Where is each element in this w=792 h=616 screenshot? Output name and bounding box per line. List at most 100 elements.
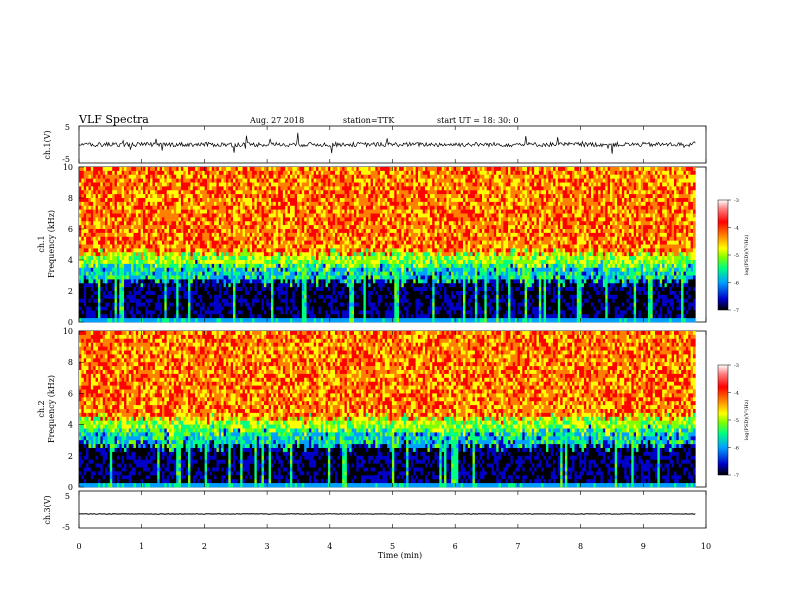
spectrogram-cell [214,252,217,257]
spectrogram-cell [249,186,253,191]
spectrogram-cell [105,174,108,179]
spectrogram-cell [225,283,229,288]
spectrogram-cell [358,186,362,191]
spectrogram-cell [164,178,168,183]
spectrogram-cell [192,174,196,179]
spectrogram-cell [221,190,224,195]
spectrogram-cell [304,306,307,311]
spectrogram-cell [169,170,172,176]
spectrogram-cell [197,275,201,280]
spectrogram-cell [225,271,229,276]
spectrogram-cell [173,236,177,241]
spectrogram-cell [204,287,208,292]
spectrogram-cell [225,306,229,311]
spectrogram-cell [121,198,125,203]
spectrogram-cell [180,256,184,261]
spectrogram-cell [256,217,260,222]
spectrogram-cell [138,232,141,238]
spectrogram-cell [306,306,310,311]
spectrogram-cell [275,248,279,253]
spectrogram-cell [204,201,208,207]
spectrogram-cell [221,201,224,207]
spectrogram-cell [178,260,182,265]
spectrogram-cell [143,260,146,265]
spectrogram-cell [171,236,175,241]
spectrogram-cell [327,213,331,218]
spectrogram-cell [349,232,352,238]
spectrogram-cell [280,267,284,272]
spectrogram-cell [197,298,201,303]
spectrogram-cell [119,287,122,292]
spectrogram-cell [152,244,156,249]
spectrogram-cell [150,275,153,280]
spectrogram-cell [237,306,241,311]
spectrogram-cell [292,201,296,207]
spectrogram-cell [133,302,137,307]
spectrogram-cell [100,221,103,226]
spectrogram-cell [361,229,364,234]
spectrogram-cell [183,291,186,296]
spectrogram-cell [365,232,369,238]
spectrogram-cell [365,263,369,269]
spectrogram-cell [88,252,92,257]
spectrogram-cell [242,198,246,203]
spectrogram-cell [188,198,191,203]
spectrogram-cell [285,221,288,226]
spectrogram-cell [171,221,175,226]
spectrogram-cell [306,314,310,319]
spectrogram-cell [83,283,87,288]
spectrogram-cell [135,182,139,187]
spectrogram-cell [176,244,179,249]
spectrogram-cell [150,318,153,323]
spectrogram-cell [159,310,163,315]
spectrogram-cell [145,205,149,210]
spectrogram-cell [209,167,213,172]
spectrogram-cell [330,201,333,207]
spectrogram-cell [285,174,288,179]
spectrogram-cell [323,287,326,292]
spectrogram-cell [202,271,205,276]
spectrogram-cell [124,217,127,222]
spectrogram-cell [325,302,329,307]
spectrogram-cell [311,198,314,203]
spectrogram-cell [327,186,331,191]
spectrogram-cell [252,244,255,249]
spectrogram-cell [171,298,175,303]
spectrogram-cell [332,198,336,203]
spectrogram-cell [301,275,305,280]
spectrogram-cell [313,287,317,292]
spectrogram-cell [285,271,288,276]
spectrogram-cell [337,267,341,272]
spectrogram-cell [202,217,205,222]
spectrogram-cell [202,314,205,319]
spectrogram-cell [188,318,191,323]
spectrogram-cell [342,201,345,207]
spectrogram-cell [79,209,82,214]
spectrogram-cell [135,217,139,222]
spectrogram-cell [337,205,341,210]
spectrogram-cell [114,205,118,210]
spectrogram-cell [133,291,137,296]
spectrogram-cell [330,275,333,280]
spectrogram-cell [304,260,307,265]
spectrogram-cell [278,178,281,183]
spectrogram-cell [323,174,326,179]
spectrogram-cell [292,205,296,210]
spectrogram-cell [83,167,87,172]
spectrogram-cell [207,178,210,183]
spectrogram-cell [190,306,194,311]
spectrogram-cell [97,167,101,172]
spectrogram-cell [271,178,274,183]
spectrogram-cell [346,291,350,296]
spectrogram-cell [351,287,355,292]
spectrogram-cell [223,240,227,245]
spectrogram-cell [299,263,303,269]
spectrogram-cell [81,244,85,249]
spectrogram-cell [152,209,156,214]
spectrogram-cell [339,178,343,183]
spectrogram-cell [349,217,352,222]
spectrogram-cell [311,225,314,230]
spectrogram-cell [190,186,194,191]
spectrogram-cell [325,263,329,269]
spectrogram-cell [311,182,314,187]
